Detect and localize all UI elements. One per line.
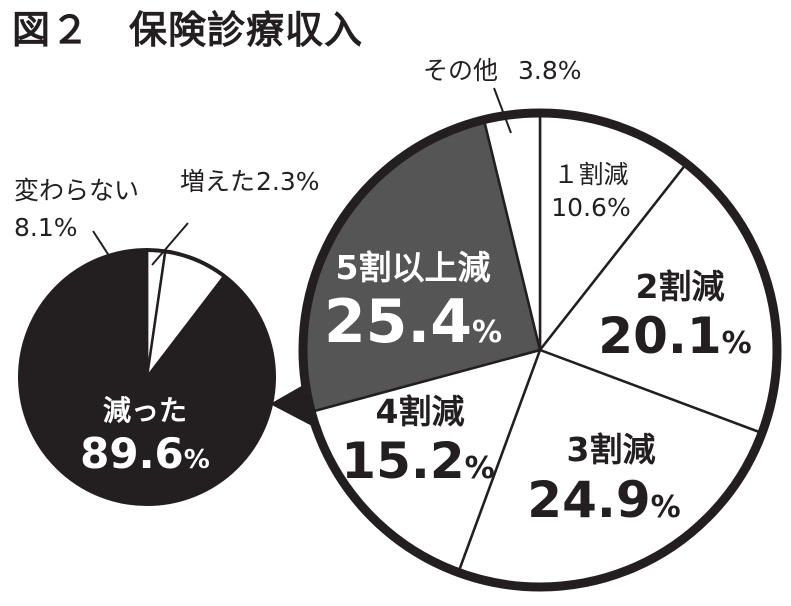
label-40pct-number: 15.2	[341, 432, 464, 490]
small-pie	[18, 248, 276, 506]
label-30pct-value: 24.9%	[527, 471, 680, 529]
callout-pointer	[270, 380, 312, 426]
label-unchanged-name: 変わらない	[14, 176, 139, 205]
leader-line-unchanged	[92, 230, 118, 269]
label-20pct-value: 20.1%	[598, 307, 751, 365]
label-increased-value: 2.3%	[256, 167, 320, 196]
label-20pct-number: 20.1	[598, 307, 721, 365]
label-other-value: 3.8%	[518, 56, 582, 85]
small-pie-outline	[18, 248, 276, 506]
label-30pct-number: 24.9	[527, 471, 650, 529]
label-30pct-name: 3割減	[567, 430, 656, 469]
label-decreased-value: 89.6%	[80, 429, 210, 478]
label-10pct-name: １割減	[553, 160, 628, 189]
large-pie-outline	[298, 108, 782, 592]
label-increased-name: 増えた	[180, 167, 255, 196]
label-40pct-value: 15.2%	[341, 432, 494, 490]
label-10pct-value: 10.6%	[551, 193, 630, 222]
label-50pct-name: 5割以上減	[336, 248, 491, 287]
leader-line-other	[493, 87, 512, 134]
label-30pct-unit: %	[651, 490, 681, 525]
label-unchanged-value: 8.1%	[14, 213, 78, 242]
leader-line-increased	[151, 222, 189, 266]
label-decreased-name: 減った	[103, 394, 187, 427]
label-50pct-unit: %	[472, 315, 502, 350]
label-20pct-unit: %	[722, 326, 752, 361]
figure-title: 図２ 保険診療収入	[12, 8, 364, 52]
label-50pct-value: 25.4%	[324, 287, 502, 357]
label-50pct-number: 25.4	[324, 287, 472, 357]
label-decreased-unit: %	[184, 445, 210, 475]
label-decreased-number: 89.6	[80, 429, 184, 478]
large-pie	[298, 108, 782, 592]
label-20pct-name: 2割減	[636, 267, 725, 306]
label-40pct-unit: %	[465, 451, 495, 486]
label-40pct-name: 4割減	[376, 392, 465, 431]
label-other-name: その他	[423, 56, 498, 85]
